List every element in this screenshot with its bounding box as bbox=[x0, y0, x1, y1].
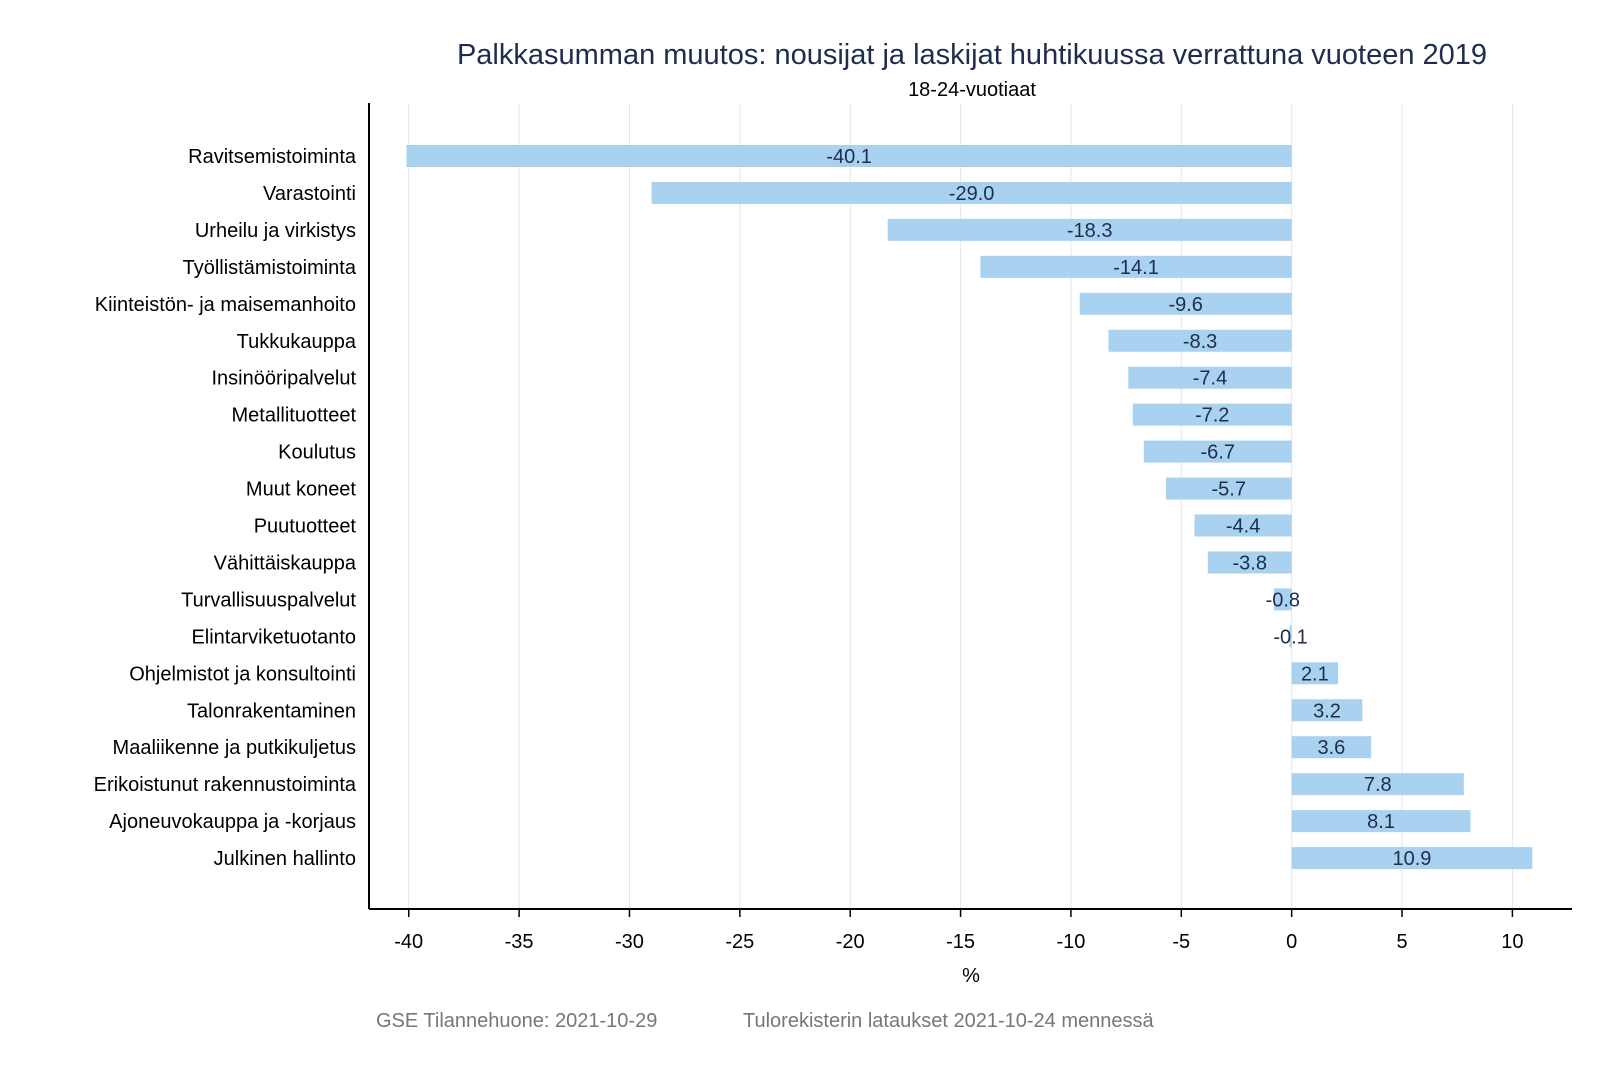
category-label: Metallituotteet bbox=[231, 405, 356, 427]
x-tick-label: -30 bbox=[615, 931, 644, 953]
category-label: Talonrakentaminen bbox=[187, 700, 356, 722]
bar bbox=[1291, 736, 1372, 759]
category-label: Muut koneet bbox=[246, 479, 357, 501]
data-label: -18.3 bbox=[1067, 220, 1113, 242]
bar bbox=[651, 181, 1292, 204]
bar bbox=[1194, 514, 1292, 537]
category-label: Työllistämistoiminta bbox=[183, 257, 357, 279]
bar bbox=[1165, 477, 1292, 500]
bar bbox=[1079, 292, 1292, 315]
data-label: 7.8 bbox=[1364, 774, 1392, 796]
x-tick-label: -25 bbox=[725, 931, 754, 953]
x-tick-label: 10 bbox=[1501, 931, 1523, 953]
x-tick-label: -5 bbox=[1172, 931, 1190, 953]
category-label: Puutuotteet bbox=[254, 516, 357, 538]
data-label: -7.2 bbox=[1195, 405, 1229, 427]
bar bbox=[1291, 662, 1339, 685]
data-label: 8.1 bbox=[1367, 811, 1395, 833]
x-tick-label: -20 bbox=[836, 931, 865, 953]
category-labels: Ravitsemistoiminta Varastointi Urheilu ja … bbox=[94, 146, 357, 870]
category-label: Ohjelmistot ja konsultointi bbox=[129, 663, 356, 685]
footer-source: GSE Tilannehuone: 2021-10-29 bbox=[376, 1010, 657, 1032]
category-label: Koulutus bbox=[278, 442, 356, 464]
category-label: Ravitsemistoiminta bbox=[188, 146, 357, 168]
x-tick-label: -40 bbox=[394, 931, 423, 953]
data-label: -9.6 bbox=[1168, 294, 1202, 316]
category-label: Erikoistunut rakennustoiminta bbox=[94, 774, 357, 796]
bar bbox=[1108, 329, 1292, 352]
bar bbox=[1291, 699, 1363, 722]
data-label: -0.1 bbox=[1273, 626, 1307, 648]
data-label: -14.1 bbox=[1113, 257, 1159, 279]
bar bbox=[1132, 403, 1292, 426]
bar bbox=[887, 218, 1292, 241]
bar bbox=[1291, 773, 1464, 796]
data-label: 2.1 bbox=[1301, 663, 1329, 685]
category-label: Julkinen hallinto bbox=[214, 848, 356, 870]
data-label: -29.0 bbox=[949, 183, 995, 205]
x-tick-label: 5 bbox=[1396, 931, 1407, 953]
bar bbox=[1289, 625, 1292, 648]
data-label: -4.4 bbox=[1226, 516, 1260, 538]
category-label: Tukkukauppa bbox=[237, 331, 357, 353]
x-tick-label: -10 bbox=[1056, 931, 1085, 953]
category-label: Turvallisuuspalvelut bbox=[181, 589, 356, 611]
x-tick-label: 0 bbox=[1286, 931, 1297, 953]
x-axis-label: % bbox=[962, 965, 980, 987]
bar bbox=[406, 145, 1292, 167]
bar bbox=[1207, 551, 1292, 574]
data-label: -7.4 bbox=[1193, 368, 1227, 390]
bars: -40.1 -29.0 -18.3-14.1 -9.6 -8.3 -7.4 -7.2 -6.7… bbox=[406, 145, 1533, 870]
bar bbox=[1143, 440, 1292, 463]
data-label: 10.9 bbox=[1392, 848, 1431, 870]
category-label: Ajoneuvokauppa ja -korjaus bbox=[109, 811, 356, 833]
data-label: -40.1 bbox=[826, 146, 872, 168]
category-label: Varastointi bbox=[263, 183, 356, 205]
x-axis-ticks: -40 -35 -30 -25 -20 -15 -10 -5 0 5 10 bbox=[394, 909, 1524, 953]
data-label: 3.6 bbox=[1317, 737, 1345, 759]
data-label: 3.2 bbox=[1313, 700, 1341, 722]
chart-subtitle: 18-24-vuotiaat bbox=[908, 79, 1036, 101]
data-label: -0.8 bbox=[1266, 589, 1300, 611]
category-label: Maaliikenne ja putkikuljetus bbox=[113, 737, 356, 759]
bar bbox=[1274, 588, 1292, 611]
category-label: Urheilu ja virkistys bbox=[195, 220, 356, 242]
bar bbox=[980, 255, 1292, 278]
data-label: -5.7 bbox=[1212, 479, 1246, 501]
bar bbox=[1291, 810, 1471, 833]
data-label: -6.7 bbox=[1200, 442, 1234, 464]
x-tick-label: -15 bbox=[946, 931, 975, 953]
category-label: Elintarviketuotanto bbox=[191, 626, 356, 648]
chart-title: Palkkasumman muutos: nousijat ja laskija… bbox=[457, 39, 1487, 71]
category-label: Insinööripalvelut bbox=[211, 368, 356, 390]
bar bbox=[1128, 366, 1292, 389]
data-label: -3.8 bbox=[1232, 552, 1266, 574]
category-label: Vähittäiskauppa bbox=[214, 552, 357, 574]
data-label: -8.3 bbox=[1183, 331, 1217, 353]
category-label: Kiinteistön- ja maisemanhoito bbox=[95, 294, 356, 316]
x-tick-label: -35 bbox=[505, 931, 534, 953]
bar bbox=[1291, 847, 1533, 870]
footer-note: Tulorekisterin lataukset 2021-10-24 menn… bbox=[743, 1010, 1154, 1032]
